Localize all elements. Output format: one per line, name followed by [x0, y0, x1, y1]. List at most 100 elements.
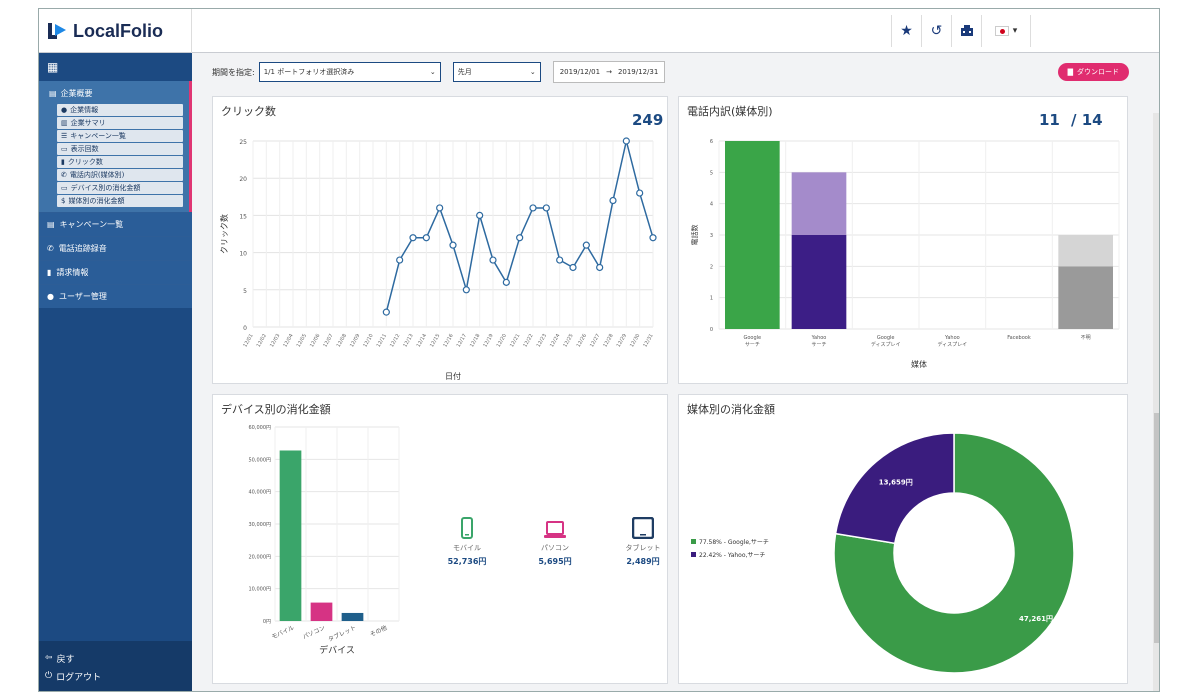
sidebar-item-billing[interactable]: ▮ 請求情報 [39, 260, 192, 284]
y-axis-title: クリック数 [219, 214, 229, 254]
chart-icon: ▥ [61, 119, 68, 127]
media-spend-card: 媒体別の消化金額 77.58% - Google,サーチ 22.42% - Ya… [678, 394, 1128, 684]
clicks-data-point [396, 256, 404, 264]
y-tick-label: 6 [710, 139, 713, 145]
clicks-data-point [542, 204, 550, 212]
device-summary: モバイル 52,736円 パソコン 5,695円 タブレット 2,489円 [423, 513, 687, 567]
x-axis-title: デバイス [319, 644, 355, 656]
x-tick-label: ディスプレイ [871, 341, 901, 348]
chevron-down-icon: ⌄ [529, 68, 536, 76]
sidebar-sub-item-company-info[interactable]: ● 企業情報 [57, 104, 183, 116]
calls-bar-segment [791, 235, 847, 329]
sidebar-sub-item-calls-by-media[interactable]: ✆ 電話内訳(媒体別) [57, 169, 183, 181]
x-tick-label: 12/04 [282, 333, 294, 348]
y-tick-label: 0円 [263, 619, 271, 625]
sidebar-sub-item-impressions[interactable]: ▭ 表示回数 [57, 143, 183, 155]
clicks-data-point [422, 234, 430, 242]
store-button[interactable] [951, 15, 981, 47]
x-tick-label: Google [744, 335, 762, 341]
calls-bar-segment [1058, 266, 1113, 329]
clicks-data-point [476, 211, 484, 220]
history-button[interactable]: ↺ [921, 15, 951, 47]
x-tick-label: 12/11 [376, 333, 388, 348]
period-label: 期間を指定: [212, 67, 255, 77]
media-spend-title: 媒体別の消化金額 [687, 403, 775, 416]
device-summary-tablet: タブレット 2,489円 [599, 513, 687, 567]
x-tick-label: 12/25 [562, 333, 574, 348]
donut-slice [834, 432, 955, 545]
y-tick-label: 1 [710, 296, 713, 302]
clicks-data-point [622, 137, 630, 145]
power-icon: ⏻ [45, 671, 53, 681]
logo[interactable]: LocalFolio [39, 9, 192, 53]
document-icon: ▮ [47, 268, 52, 277]
donut-data-label: 47,261円 [1019, 615, 1053, 623]
sidebar-sub-item-company-summary[interactable]: ▥ 企業サマリ [57, 117, 183, 129]
y-tick-label: 5 [243, 288, 247, 295]
device-summary-mobile: モバイル 52,736円 [423, 513, 511, 567]
y-tick-label: 10,000円 [249, 587, 272, 593]
period-select-value: 先月 [457, 68, 472, 76]
donut-data-label: 13,659円 [879, 478, 913, 486]
sidebar-group-header[interactable]: ▤ 企業概要 [39, 84, 189, 103]
sidebar-item-user-management[interactable]: ● ユーザー管理 [39, 284, 192, 308]
y-tick-label: 3 [710, 233, 713, 239]
donut-slice [833, 432, 1075, 674]
sidebar-sub-label: 表示回数 [70, 145, 99, 153]
building-icon [960, 25, 973, 36]
x-tick-label: 12/13 [402, 333, 414, 348]
clicks-data-point [582, 241, 590, 249]
date-range-picker[interactable]: 2019/12/01 → 2019/12/31 [552, 61, 666, 83]
clicks-data-point [409, 234, 417, 242]
sidebar-sub-item-clicks[interactable]: ▮ クリック数 [57, 156, 183, 168]
y-tick-label: 5 [710, 170, 713, 176]
download-button[interactable]: ▇ ダウンロード [1057, 63, 1129, 81]
chevron-down-icon: ⌄ [429, 68, 436, 76]
y-tick-label: 25 [239, 139, 247, 146]
clicks-data-point [569, 263, 577, 272]
top-toolbar: ★ ↺ ▾ [891, 15, 1031, 47]
sidebar-sub-item-spend-by-device[interactable]: ▭ デバイス別の消化金額 [57, 182, 183, 194]
calls-stacked-bar-chart: 0123456GoogleサーチYahooサーチGoogleディスプレイYaho… [690, 139, 1120, 369]
x-tick-label: 12/15 [429, 333, 441, 348]
monitor-icon: ▭ [61, 145, 68, 153]
y-tick-label: 0 [710, 327, 713, 333]
dollar-icon: $ [61, 197, 66, 205]
calls-total: / 14 [1071, 111, 1103, 129]
vertical-scrollbar[interactable] [1153, 113, 1159, 691]
x-tick-label: 12/07 [322, 333, 334, 348]
sidebar: ▦ ▤ 企業概要 ● 企業情報 ▥ 企業サマリ ☰ キャンペーン一覧 ▭ 表示回数 ▮ ク… [39, 53, 192, 691]
y-tick-label: 40,000円 [249, 490, 272, 496]
sidebar-company-button[interactable]: ▦ [39, 53, 192, 81]
language-select[interactable]: ▾ [981, 15, 1031, 47]
sidebar-sub-item-spend-by-media[interactable]: $ 媒体別の消化金額 [57, 195, 183, 207]
sidebar-item-campaigns[interactable]: ▤ キャンペーン一覧 [39, 212, 192, 236]
sidebar-sub-item-campaigns[interactable]: ☰ キャンペーン一覧 [57, 130, 183, 142]
clicks-data-point [516, 234, 524, 242]
logout-label: ログアウト [56, 672, 102, 683]
period-select[interactable]: 先月 ⌄ [452, 62, 541, 82]
logout-button[interactable]: ⏻ ログアウト [45, 667, 192, 685]
mouse-icon: ▮ [61, 158, 65, 166]
back-button[interactable]: ⇦ 戻す [45, 649, 192, 667]
scrollbar-thumb[interactable] [1154, 413, 1159, 643]
x-axis-title: 媒体 [911, 359, 927, 369]
x-tick-label: 12/06 [309, 333, 321, 348]
y-tick-label: 20,000円 [249, 554, 272, 560]
x-tick-label: 12/12 [389, 333, 401, 348]
legend-label: 22.42% - Yahoo,サーチ [699, 552, 766, 559]
x-tick-label: 12/20 [496, 333, 508, 348]
portfolio-select[interactable]: 1/1 ポートフォリオ選択済み ⌄ [258, 62, 441, 82]
sidebar-item-call-tracking[interactable]: ✆ 電話追跡録音 [39, 236, 192, 260]
x-tick-label: 12/05 [296, 333, 308, 348]
clicks-title: クリック数 [221, 105, 276, 118]
brand-name: LocalFolio [73, 20, 163, 41]
x-tick-label: 12/24 [549, 333, 561, 348]
media-legend: 77.58% - Google,サーチ 22.42% - Yahoo,サーチ [691, 537, 769, 563]
x-tick-label: 12/14 [416, 333, 428, 348]
sidebar-sub-label: キャンペーン一覧 [70, 132, 126, 140]
y-axis-title: 電話数 [690, 225, 699, 246]
list-icon: ▤ [47, 220, 55, 229]
favorite-button[interactable]: ★ [891, 15, 921, 47]
device-bar [341, 612, 364, 621]
